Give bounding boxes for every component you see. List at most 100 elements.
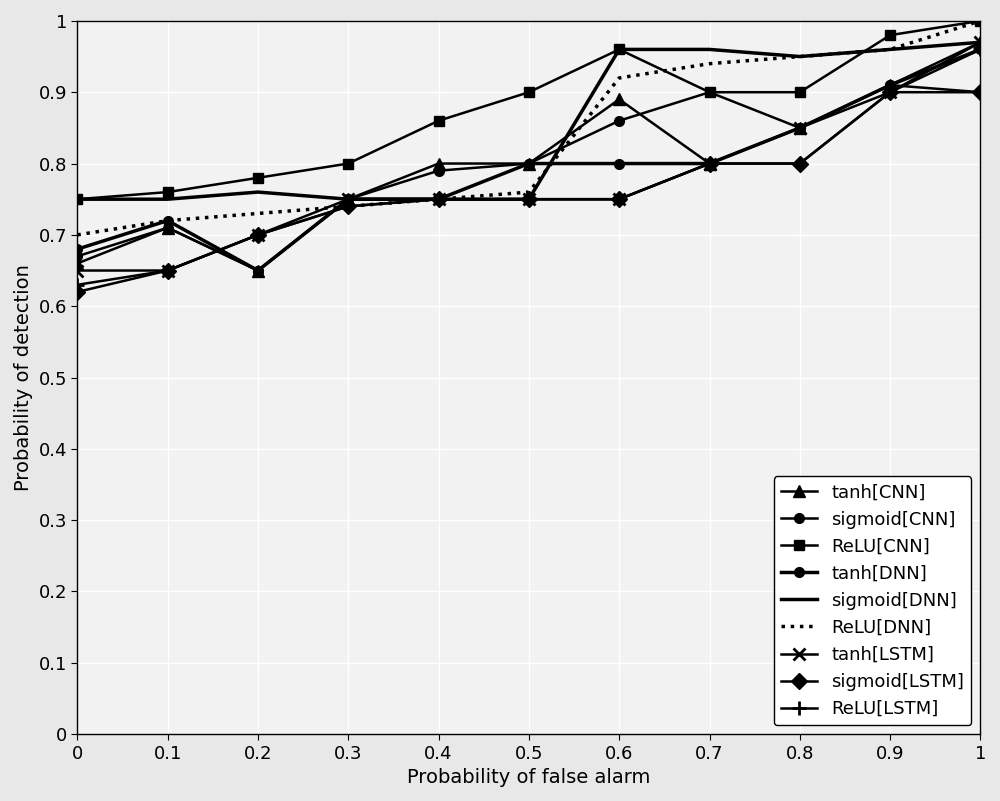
ReLU[CNN] xyxy=(704,87,716,97)
Line: ReLU[CNN]: ReLU[CNN] xyxy=(73,16,985,204)
Line: sigmoid[CNN]: sigmoid[CNN] xyxy=(73,80,985,276)
tanh[LSTM] xyxy=(162,266,174,276)
sigmoid[LSTM] xyxy=(613,195,625,204)
ReLU[DNN] xyxy=(974,16,986,26)
ReLU[LSTM] xyxy=(162,266,174,276)
sigmoid[LSTM] xyxy=(974,87,986,97)
ReLU[DNN] xyxy=(162,215,174,225)
ReLU[CNN] xyxy=(252,173,264,183)
sigmoid[CNN] xyxy=(794,123,806,133)
sigmoid[CNN] xyxy=(71,252,83,261)
sigmoid[DNN] xyxy=(252,187,264,197)
ReLU[LSTM] xyxy=(613,195,625,204)
tanh[DNN] xyxy=(794,123,806,133)
tanh[DNN] xyxy=(884,80,896,90)
Y-axis label: Probability of detection: Probability of detection xyxy=(14,264,33,491)
ReLU[DNN] xyxy=(342,202,354,211)
ReLU[CNN] xyxy=(794,87,806,97)
tanh[LSTM] xyxy=(71,266,83,276)
tanh[DNN] xyxy=(162,215,174,225)
tanh[CNN] xyxy=(342,195,354,204)
ReLU[CNN] xyxy=(613,45,625,54)
sigmoid[CNN] xyxy=(884,80,896,90)
sigmoid[DNN] xyxy=(523,195,535,204)
sigmoid[LSTM] xyxy=(162,266,174,276)
ReLU[LSTM] xyxy=(794,159,806,168)
ReLU[DNN] xyxy=(613,73,625,83)
ReLU[CNN] xyxy=(433,116,445,126)
sigmoid[DNN] xyxy=(342,195,354,204)
tanh[DNN] xyxy=(433,195,445,204)
sigmoid[CNN] xyxy=(974,87,986,97)
X-axis label: Probability of false alarm: Probability of false alarm xyxy=(407,768,651,787)
sigmoid[LSTM] xyxy=(433,195,445,204)
ReLU[DNN] xyxy=(704,59,716,69)
sigmoid[DNN] xyxy=(974,38,986,47)
ReLU[LSTM] xyxy=(704,159,716,168)
Line: tanh[DNN]: tanh[DNN] xyxy=(73,45,985,276)
tanh[DNN] xyxy=(71,244,83,254)
sigmoid[DNN] xyxy=(704,45,716,54)
sigmoid[CNN] xyxy=(162,223,174,232)
tanh[LSTM] xyxy=(433,195,445,204)
sigmoid[DNN] xyxy=(162,195,174,204)
sigmoid[CNN] xyxy=(342,195,354,204)
sigmoid[LSTM] xyxy=(342,202,354,211)
tanh[LSTM] xyxy=(523,195,535,204)
sigmoid[CNN] xyxy=(704,87,716,97)
tanh[LSTM] xyxy=(884,87,896,97)
sigmoid[LSTM] xyxy=(71,287,83,296)
tanh[CNN] xyxy=(613,95,625,104)
sigmoid[DNN] xyxy=(613,45,625,54)
ReLU[CNN] xyxy=(162,187,174,197)
tanh[LSTM] xyxy=(794,123,806,133)
sigmoid[LSTM] xyxy=(884,87,896,97)
sigmoid[LSTM] xyxy=(794,159,806,168)
tanh[CNN] xyxy=(974,38,986,47)
Line: sigmoid[DNN]: sigmoid[DNN] xyxy=(77,42,980,199)
ReLU[DNN] xyxy=(433,195,445,204)
tanh[DNN] xyxy=(252,266,264,276)
Line: tanh[CNN]: tanh[CNN] xyxy=(72,37,986,276)
tanh[DNN] xyxy=(974,45,986,54)
ReLU[LSTM] xyxy=(433,195,445,204)
ReLU[LSTM] xyxy=(974,45,986,54)
tanh[CNN] xyxy=(794,123,806,133)
ReLU[CNN] xyxy=(974,16,986,26)
Line: sigmoid[LSTM]: sigmoid[LSTM] xyxy=(72,87,986,297)
Line: ReLU[DNN]: ReLU[DNN] xyxy=(77,21,980,235)
ReLU[DNN] xyxy=(884,45,896,54)
sigmoid[DNN] xyxy=(71,195,83,204)
sigmoid[LSTM] xyxy=(252,230,264,239)
ReLU[CNN] xyxy=(342,159,354,168)
tanh[DNN] xyxy=(613,159,625,168)
tanh[CNN] xyxy=(704,159,716,168)
tanh[CNN] xyxy=(162,223,174,232)
sigmoid[LSTM] xyxy=(704,159,716,168)
ReLU[LSTM] xyxy=(342,202,354,211)
tanh[DNN] xyxy=(704,159,716,168)
tanh[LSTM] xyxy=(974,38,986,47)
sigmoid[LSTM] xyxy=(523,195,535,204)
Line: ReLU[LSTM]: ReLU[LSTM] xyxy=(70,42,987,292)
ReLU[DNN] xyxy=(71,230,83,239)
sigmoid[CNN] xyxy=(433,166,445,175)
ReLU[DNN] xyxy=(523,187,535,197)
tanh[LSTM] xyxy=(704,159,716,168)
tanh[CNN] xyxy=(71,259,83,268)
ReLU[LSTM] xyxy=(252,230,264,239)
sigmoid[CNN] xyxy=(252,266,264,276)
tanh[CNN] xyxy=(523,159,535,168)
ReLU[CNN] xyxy=(884,30,896,40)
ReLU[CNN] xyxy=(523,87,535,97)
ReLU[LSTM] xyxy=(71,280,83,290)
sigmoid[CNN] xyxy=(613,116,625,126)
tanh[CNN] xyxy=(884,80,896,90)
Line: tanh[LSTM]: tanh[LSTM] xyxy=(71,36,987,277)
ReLU[CNN] xyxy=(71,195,83,204)
sigmoid[DNN] xyxy=(433,195,445,204)
ReLU[DNN] xyxy=(794,52,806,62)
ReLU[DNN] xyxy=(252,208,264,218)
ReLU[LSTM] xyxy=(884,87,896,97)
sigmoid[CNN] xyxy=(523,159,535,168)
